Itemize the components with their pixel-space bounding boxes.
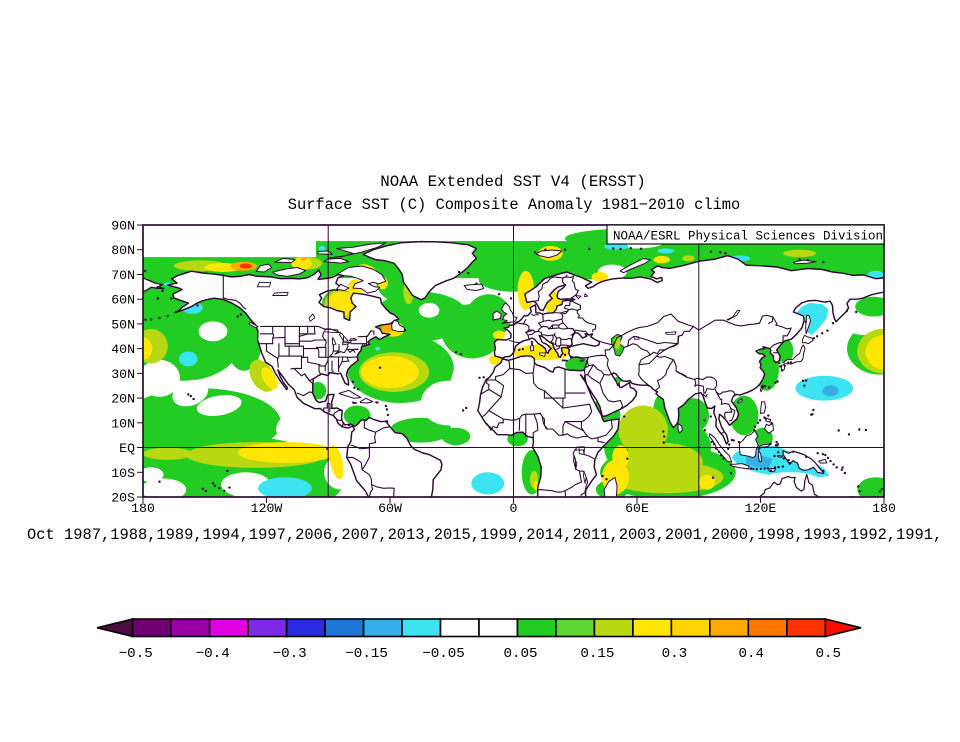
svg-text:40N: 40N <box>111 342 135 357</box>
svg-text:−0.3: −0.3 <box>273 646 307 662</box>
svg-text:90N: 90N <box>111 219 135 234</box>
svg-text:80N: 80N <box>111 243 135 258</box>
svg-text:50N: 50N <box>111 317 135 332</box>
svg-text:NOAA/ESRL Physical Sciences Di: NOAA/ESRL Physical Sciences Division <box>613 230 883 244</box>
svg-text:60E: 60E <box>625 501 649 516</box>
svg-text:120W: 120W <box>251 501 283 516</box>
svg-text:−0.15: −0.15 <box>345 646 388 662</box>
svg-text:10N: 10N <box>111 416 135 431</box>
svg-text:−0.05: −0.05 <box>422 646 465 662</box>
svg-text:0: 0 <box>510 501 518 516</box>
svg-text:180: 180 <box>131 501 155 516</box>
svg-text:180: 180 <box>872 501 896 516</box>
svg-text:Oct 1987,1988,1989,1994,1997,2: Oct 1987,1988,1989,1994,1997,2006,2007,2… <box>27 526 942 544</box>
svg-text:0.5: 0.5 <box>816 646 842 662</box>
svg-text:EQ: EQ <box>119 441 135 456</box>
svg-text:20S: 20S <box>111 491 135 506</box>
svg-text:Surface SST (C) Composite Anom: Surface SST (C) Composite Anomaly 1981−2… <box>288 196 741 214</box>
svg-text:60N: 60N <box>111 293 135 308</box>
svg-text:−0.5: −0.5 <box>119 646 153 662</box>
svg-text:60W: 60W <box>378 501 402 516</box>
svg-text:0.05: 0.05 <box>503 646 537 662</box>
svg-text:10S: 10S <box>111 466 135 481</box>
svg-text:0.4: 0.4 <box>739 646 765 662</box>
svg-text:20N: 20N <box>111 392 135 407</box>
svg-text:0.15: 0.15 <box>580 646 614 662</box>
svg-text:0.3: 0.3 <box>662 646 688 662</box>
svg-text:−0.4: −0.4 <box>196 646 230 662</box>
svg-text:NOAA Extended SST V4 (ERSST): NOAA Extended SST V4 (ERSST) <box>380 173 645 191</box>
svg-text:30N: 30N <box>111 367 135 382</box>
svg-text:120E: 120E <box>745 501 777 516</box>
svg-text:70N: 70N <box>111 268 135 283</box>
